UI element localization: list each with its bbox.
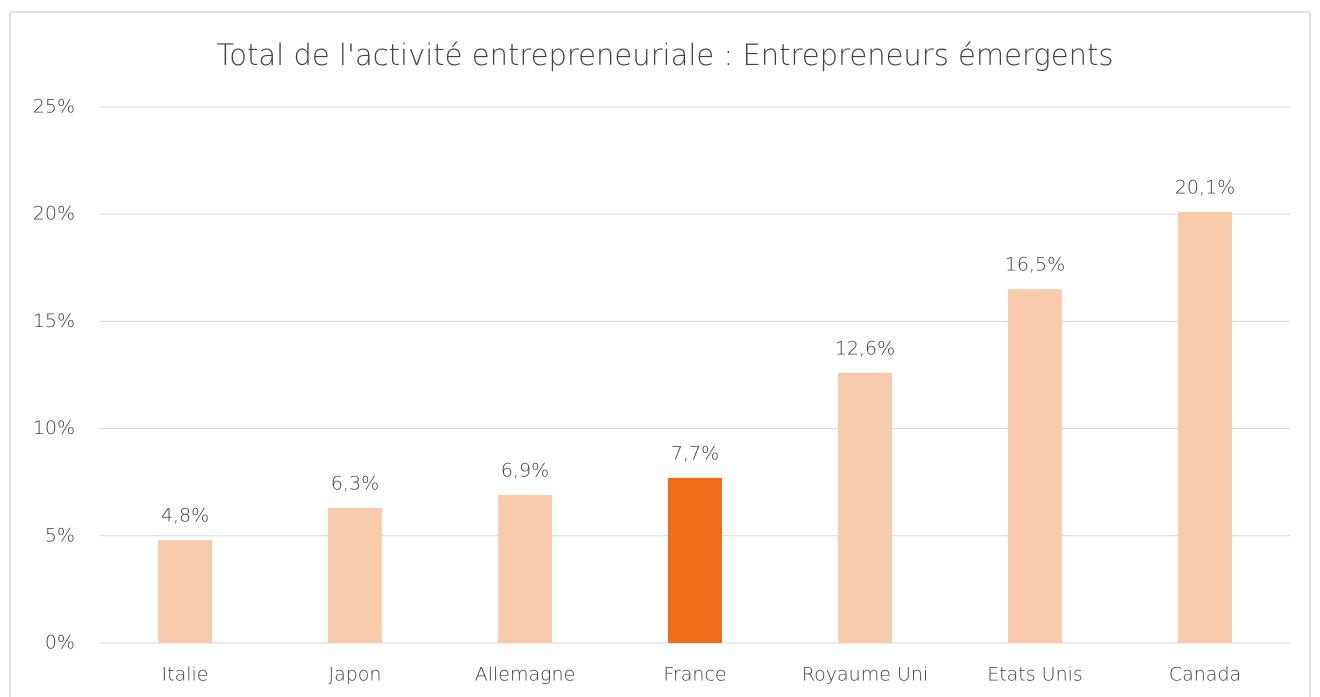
- y-tick-label: 20%: [33, 203, 75, 225]
- x-tick-label: Italie: [162, 664, 209, 686]
- chart-border: [9, 11, 1311, 697]
- bar: [1178, 212, 1232, 643]
- x-tick-label: Allemagne: [475, 664, 576, 686]
- y-tick-label: 10%: [33, 417, 75, 439]
- y-tick-label: 0%: [45, 632, 75, 654]
- y-tick-label: 5%: [45, 524, 75, 546]
- bar: [328, 507, 382, 643]
- x-tick-label: Canada: [1169, 664, 1241, 686]
- bar: [1008, 289, 1062, 643]
- data-label: 7,7%: [671, 442, 719, 464]
- x-tick-label: Etats Unis: [987, 664, 1083, 686]
- data-label: 6,3%: [331, 472, 379, 494]
- data-label: 12,6%: [835, 337, 895, 359]
- x-tick-label: Royaume Uni: [802, 664, 928, 686]
- data-label: 6,9%: [501, 460, 549, 482]
- bar: [158, 540, 212, 643]
- bar: [838, 372, 892, 643]
- y-tick-label: 15%: [33, 310, 75, 332]
- x-tick-label: France: [663, 664, 726, 686]
- data-label: 20,1%: [1175, 177, 1235, 199]
- data-label: 4,8%: [161, 505, 209, 527]
- y-tick-label: 25%: [33, 96, 75, 118]
- chart-title: Total de l'activité entrepreneuriale : E…: [217, 38, 1114, 72]
- bar: [498, 495, 552, 643]
- x-tick-label: Japon: [329, 664, 382, 686]
- data-label: 16,5%: [1005, 254, 1065, 276]
- bar: [668, 477, 722, 643]
